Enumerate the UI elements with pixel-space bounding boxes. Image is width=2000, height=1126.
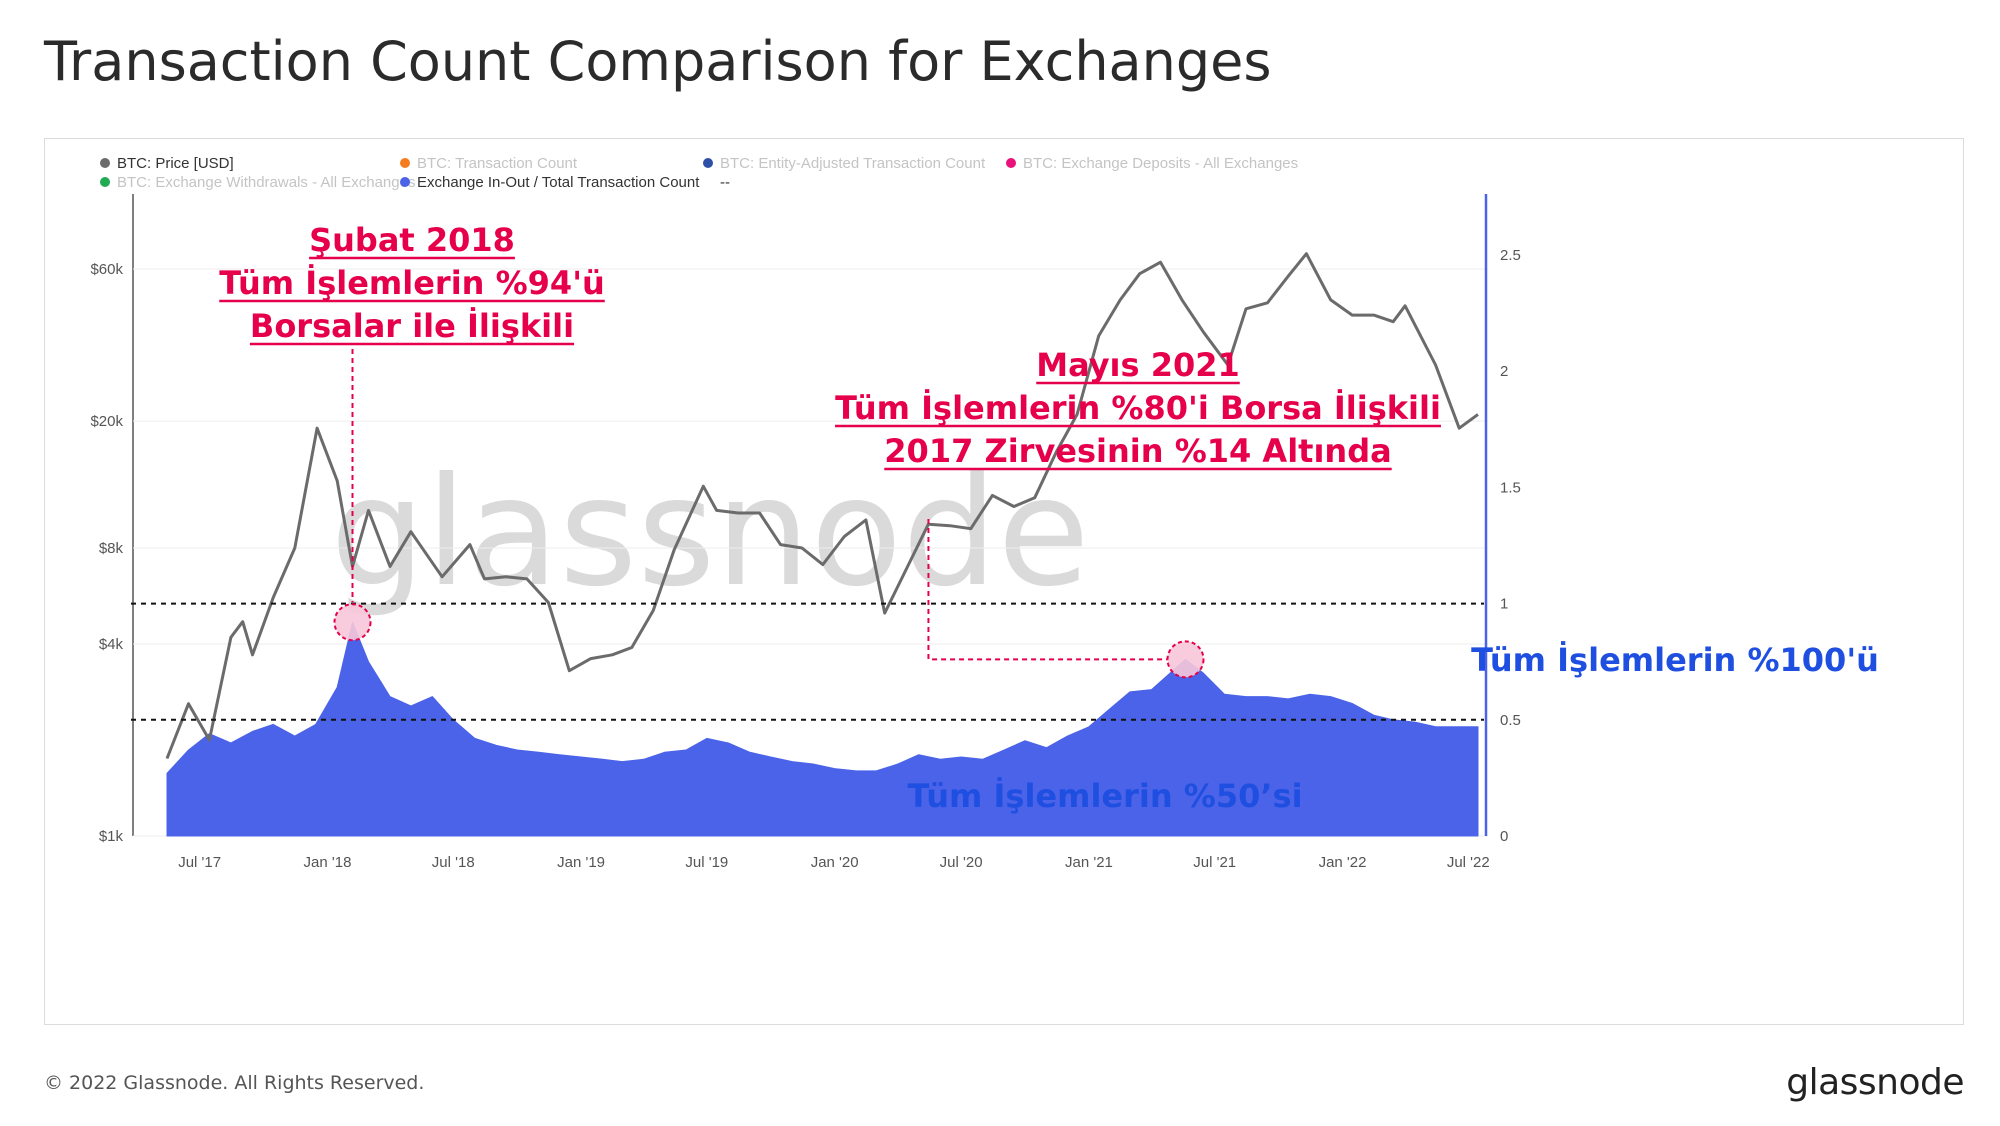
right-axis: 0 0.5 1 1.5 2 2.5 [1484, 194, 1521, 845]
legend-label: Exchange In-Out / Total Transaction Coun… [417, 174, 700, 191]
right-tick-label: 2.5 [1500, 247, 1521, 264]
right-tick-label: 2 [1500, 363, 1508, 380]
x-tick-label: Jul '17 [178, 854, 221, 871]
left-tick-label: $1k [99, 828, 124, 845]
may2021-annotation-line: 2017 Zirvesinin %14 Altında [884, 432, 1391, 470]
legend-item: BTC: Price [USD] [100, 155, 234, 172]
highlight-marker [333, 603, 372, 642]
x-tick-label: Jan '22 [1319, 854, 1367, 871]
may2021-connector [927, 519, 1168, 661]
legend-marker [703, 158, 713, 168]
highlight-marker [1166, 640, 1205, 679]
legend-item: Exchange In-Out / Total Transaction Coun… [400, 174, 700, 191]
feb2018-annotation-line: Tüm İşlemlerin %94'ü [219, 264, 605, 302]
legend-label: BTC: Entity-Adjusted Transaction Count [720, 155, 986, 172]
glassnode-logo: glassnode [1786, 1062, 1964, 1103]
x-tick-label: Jul '19 [685, 854, 728, 871]
x-tick-label: Jan '19 [557, 854, 605, 871]
legend-item: BTC: Entity-Adjusted Transaction Count [703, 155, 986, 172]
legend-label: BTC: Exchange Withdrawals - All Exchange… [117, 174, 415, 191]
left-tick-label: $60k [90, 261, 123, 278]
legend-marker [100, 177, 110, 187]
chart-svg: BTC: Price [USD] BTC: Transaction Count BT… [90, 155, 1879, 871]
x-tick-label: Jul '18 [432, 854, 475, 871]
legend-marker [1006, 158, 1016, 168]
legend-label: -- [720, 174, 730, 191]
x-tick-label: Jul '20 [940, 854, 983, 871]
x-tick-label: Jan '21 [1065, 854, 1113, 871]
legend-item: BTC: Transaction Count [400, 155, 578, 172]
feb2018-annotation-line: Şubat 2018 [309, 221, 515, 259]
level-100-label: Tüm İşlemlerin %100'ü [1471, 641, 1879, 679]
chart-panel: BTC: Price [USD] BTC: Transaction Count BT… [44, 138, 1964, 1025]
right-tick-label: 0.5 [1500, 712, 1521, 729]
legend-label: BTC: Transaction Count [417, 155, 578, 172]
legend-label: BTC: Exchange Deposits - All Exchanges [1023, 155, 1298, 172]
level-50-label: Tüm İşlemlerin %50’si [907, 777, 1302, 815]
legend-item: BTC: Exchange Withdrawals - All Exchange… [100, 174, 415, 191]
left-tick-label: $8k [99, 540, 124, 557]
x-tick-label: Jan '18 [304, 854, 352, 871]
right-tick-label: 1 [1500, 596, 1508, 613]
right-tick-label: 0 [1500, 828, 1508, 845]
legend-marker [400, 158, 410, 168]
page-title: Transaction Count Comparison for Exchang… [44, 30, 1272, 93]
legend: BTC: Price [USD] BTC: Transaction Count BT… [100, 155, 1298, 191]
copyright-text: © 2022 Glassnode. All Rights Reserved. [44, 1072, 425, 1094]
legend-item: BTC: Exchange Deposits - All Exchanges [1006, 155, 1298, 172]
annotations: Şubat 2018 Tüm İşlemlerin %94'ü Borsalar i… [219, 221, 1879, 815]
right-tick-label: 1.5 [1500, 479, 1521, 496]
watermark: glassnode [330, 446, 1089, 620]
may2021-annotation-line: Tüm İşlemlerin %80'i Borsa İlişkili [835, 389, 1441, 427]
x-tick-label: Jan '20 [811, 854, 859, 871]
ratio-area [166, 621, 1479, 837]
left-tick-label: $4k [99, 636, 124, 653]
may2021-annotation-line: Mayıs 2021 [1036, 346, 1240, 384]
legend-marker [400, 177, 410, 187]
x-tick-label: Jul '22 [1447, 854, 1490, 871]
feb2018-annotation-line: Borsalar ile İlişkili [250, 307, 574, 345]
x-axis: Jul '17 Jan '18 Jul '18 Jan '19 Jul '19 Jan '… [178, 854, 1490, 871]
x-tick-label: Jul '21 [1193, 854, 1236, 871]
legend-label: BTC: Price [USD] [117, 155, 234, 172]
legend-marker [100, 158, 110, 168]
legend-item: -- [720, 174, 730, 191]
price-line [165, 252, 1479, 760]
left-tick-label: $20k [90, 413, 123, 430]
